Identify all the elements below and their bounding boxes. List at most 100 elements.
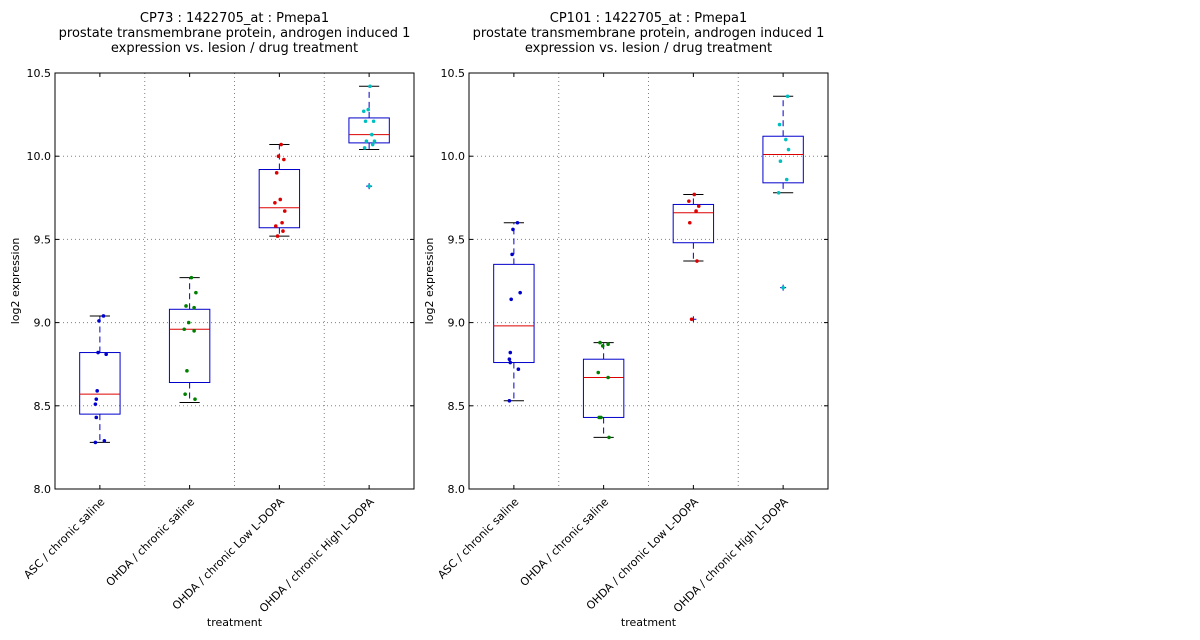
data-point [366, 107, 371, 112]
data-point [599, 415, 603, 420]
y-tick-label: 8.5 [448, 400, 466, 413]
box-iqr [762, 135, 804, 184]
box-iqr [672, 203, 715, 244]
data-point [362, 146, 367, 150]
data-point [371, 119, 376, 124]
y-axis-label: log2 expression [423, 238, 436, 325]
data-point [185, 369, 189, 373]
box-iqr [79, 352, 121, 415]
y-tick-label: 9.5 [34, 233, 52, 246]
data-point [694, 209, 698, 213]
data-point [516, 367, 521, 371]
data-point [781, 285, 785, 290]
y-tick-label: 10.0 [27, 150, 52, 163]
data-point [370, 132, 374, 137]
y-tick-label: 8.5 [34, 400, 52, 413]
data-point [273, 200, 277, 205]
data-point [183, 392, 187, 396]
y-tick-label: 9.0 [448, 317, 466, 330]
data-point [193, 397, 197, 401]
x-tick-label: OHDA / chronic saline [104, 495, 198, 589]
y-tick-label: 10.5 [27, 67, 52, 80]
data-point [508, 350, 513, 355]
data-point [280, 220, 284, 225]
data-point [184, 304, 188, 308]
data-point [186, 320, 191, 325]
data-point [692, 192, 697, 197]
data-point [192, 305, 196, 310]
data-point [276, 154, 281, 158]
y-tick-label: 8.0 [448, 483, 466, 496]
chart-title-line: CP73 : 1422705_at : Pmepa1 [140, 11, 329, 26]
box-iqr [168, 308, 211, 384]
data-point [274, 171, 279, 175]
data-point [363, 119, 368, 124]
data-point [507, 357, 512, 362]
x-tick-label: ASC / chronic saline [21, 495, 107, 581]
data-point [696, 204, 701, 208]
data-point [518, 290, 522, 295]
data-point [273, 224, 278, 228]
data-point [368, 84, 372, 89]
data-point [596, 370, 601, 375]
box-2 [582, 340, 625, 440]
box-1 [79, 314, 121, 445]
data-point [598, 340, 602, 345]
data-point [282, 157, 286, 162]
data-point [104, 352, 108, 357]
data-point [94, 397, 99, 401]
data-point [784, 137, 788, 142]
y-axis-label: log2 expression [9, 238, 22, 325]
data-point [282, 209, 287, 213]
data-point [600, 344, 605, 348]
data-point [95, 389, 99, 393]
data-point [687, 220, 692, 225]
chart-title-line: CP101 : 1422705_at : Pmepa1 [550, 11, 747, 26]
data-point [101, 314, 106, 318]
box-iqr [493, 263, 535, 364]
data-point [687, 199, 691, 203]
x-tick-label: ASC / chronic saline [435, 495, 521, 581]
data-point [93, 402, 98, 406]
data-point [182, 327, 187, 332]
data-point [515, 220, 520, 225]
data-point [786, 147, 791, 152]
box-iqr [348, 117, 390, 144]
data-point [96, 350, 100, 355]
box-3 [258, 142, 301, 238]
y-tick-label: 8.0 [34, 483, 52, 496]
plot-frame [468, 72, 829, 490]
data-point [97, 319, 101, 323]
data-point [370, 142, 375, 147]
data-point [776, 191, 781, 195]
chart-title-line: expression vs. lesion / drug treatment [111, 41, 358, 56]
data-point [361, 109, 366, 114]
data-point [102, 438, 107, 443]
data-point [93, 440, 98, 445]
data-point [194, 290, 198, 295]
box-3 [672, 192, 715, 323]
x-axis-label: treatment [207, 616, 263, 629]
data-point [507, 399, 512, 403]
chart-title-line: expression vs. lesion / drug treatment [525, 41, 772, 56]
data-point [279, 142, 283, 147]
data-point [94, 415, 99, 420]
y-tick-label: 10.5 [441, 67, 466, 80]
data-point [509, 297, 513, 302]
data-point [785, 94, 790, 99]
data-point [372, 139, 377, 144]
x-tick-label: OHDA / chronic saline [518, 495, 612, 589]
x-axis-label: treatment [621, 616, 677, 629]
plot-frame [54, 72, 415, 490]
data-point [784, 177, 789, 182]
data-point [607, 435, 611, 440]
data-point [508, 360, 513, 365]
data-point [695, 259, 699, 263]
data-point [777, 122, 782, 127]
data-point [275, 234, 280, 238]
box-2 [168, 275, 211, 403]
box-iqr [582, 358, 625, 418]
data-point [367, 184, 371, 188]
data-point [778, 159, 783, 163]
